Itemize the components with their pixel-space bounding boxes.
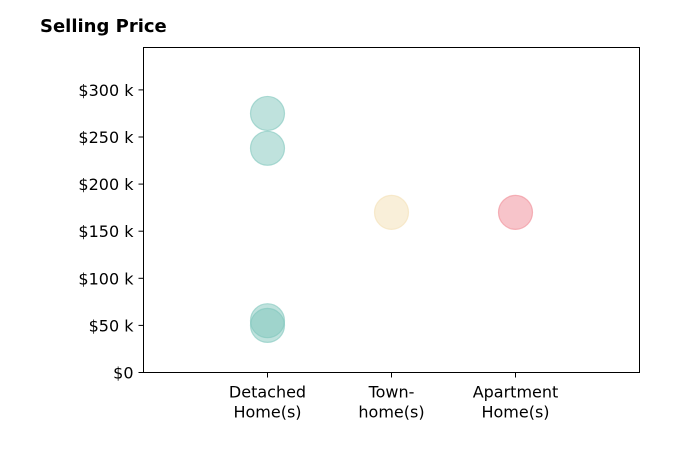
data-points (249, 95, 534, 343)
data-point (249, 307, 286, 343)
data-point (249, 95, 286, 132)
x-tick-label-line: Town- (368, 383, 415, 402)
chart-title: Selling Price (40, 16, 167, 37)
x-tick-label: Town-home(s) (358, 383, 424, 422)
x-axis: Detached Home(s)Town-home(s)Apartment Home… (229, 372, 559, 422)
y-tick-label: $100 k (78, 269, 134, 288)
y-tick-label: $150 k (78, 222, 134, 241)
x-tick-label-line: Detached (229, 383, 306, 402)
data-point (373, 194, 410, 230)
x-tick-label-line: Apartment (473, 383, 559, 402)
y-tick-label: $200 k (78, 175, 134, 194)
data-point (249, 130, 286, 166)
y-tick-label: $0 (113, 364, 133, 383)
y-tick-label: $300 k (78, 81, 134, 100)
y-tick-label: $50 k (89, 316, 135, 335)
x-tick-label-line: Home(s) (233, 403, 301, 422)
y-tick-label: $250 k (78, 128, 134, 147)
x-tick-label: Apartment Home(s) (473, 383, 559, 422)
x-tick-label-line: home(s) (358, 403, 424, 422)
x-tick-label-line: Home(s) (481, 403, 549, 422)
data-point (497, 194, 534, 230)
y-axis: $0 $50 k $100 k $150 k $200 k $250 k $300 k (78, 81, 144, 383)
x-tick-label: Detached Home(s) (229, 383, 306, 422)
